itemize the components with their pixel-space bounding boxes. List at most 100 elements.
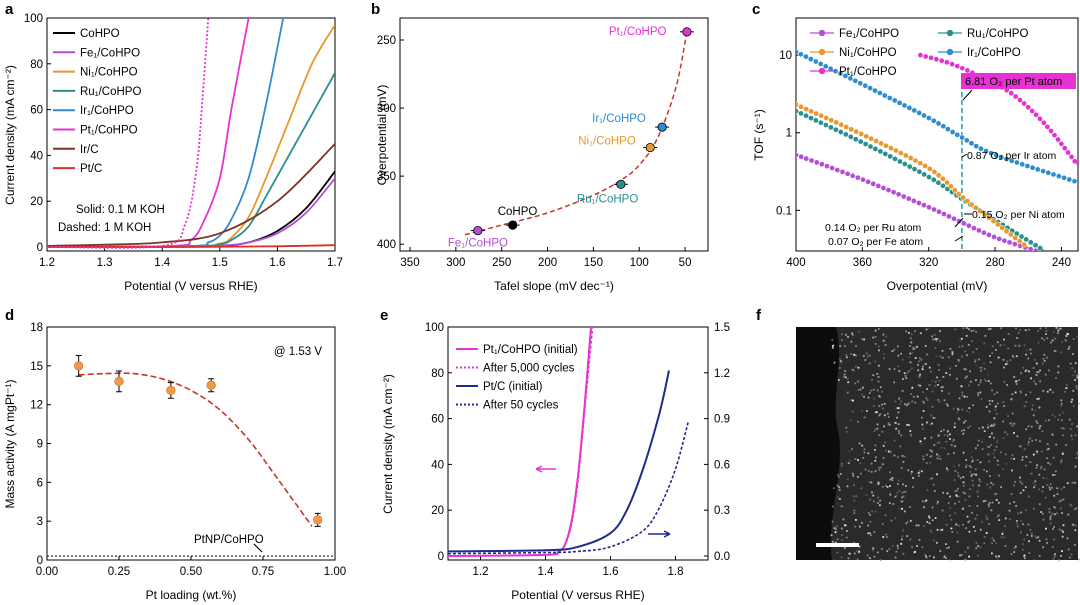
panel-f-speckle [971,456,973,459]
panel-f-speckle [859,388,862,391]
panel-f-speckle [961,394,964,397]
panel-f-speckle [903,455,906,458]
panel-e-ytick-label: 80 [431,368,444,380]
panel-f-speckle [1020,372,1022,375]
panel-f-speckle [936,528,939,531]
panel-f-speckle [949,367,951,370]
panel-f-speckle [841,333,843,335]
panel-f-speckle [929,461,932,464]
panel-f-speckle [1002,437,1005,440]
panel-c-marker [898,150,904,156]
panel-f-speckle [949,373,951,376]
panel-f-speckle [1013,547,1016,550]
panel-a-annotation-dashed: Dashed: 1 M KOH [58,222,151,234]
panel-f-speckle [1030,472,1033,475]
panel-f-speckle [869,498,872,501]
panel-f-speckle [966,515,969,518]
panel-f-speckle [1015,505,1017,507]
panel-f-speckle [882,339,885,342]
panel-f-speckle [1004,517,1007,520]
panel-f-speckle [943,447,946,450]
panel-c-marker [1058,140,1065,147]
panel-f-speckle [939,458,942,460]
panel-f-speckle [861,444,864,447]
panel-f-speckle [1022,543,1024,545]
panel-c-marker [824,163,830,169]
panel-c-marker [912,157,919,164]
panel-f-speckle [1020,511,1023,514]
panel-c-legend-marker [946,29,954,37]
panel-c-marker [948,183,954,190]
panel-f-speckle [970,475,973,477]
panel-f-speckle [995,445,998,448]
panel-c-marker [803,155,810,162]
panel-c-marker [892,156,898,162]
panel-f-speckle [918,357,921,360]
panel-f-speckle [882,445,885,447]
panel-f-speckle [847,462,850,464]
panel-c-marker [803,112,809,119]
panel-f-speckle [971,460,974,463]
panel-f-speckle [1034,480,1037,483]
panel-f-speckle [951,353,954,356]
panel-f-speckle [1060,402,1063,405]
panel-f-speckle [870,462,873,465]
panel-f-speckle [979,381,982,384]
panel-letter-a: a [5,1,14,18]
panel-f-speckle [884,344,887,346]
panel-f-speckle [894,422,897,424]
panel-f-speckle [902,529,904,532]
panel-f-speckle [921,546,924,549]
panel-b-point [682,27,692,37]
panel-c-marker [1003,156,1010,162]
panel-f-speckle [1020,391,1022,394]
panel-d-point [166,385,176,396]
panel-c-marker [796,48,799,55]
panel-f-speckle [905,522,908,525]
panel-b-ytick-label: 250 [377,35,396,47]
panel-a-xtick-label: 1.2 [39,257,55,269]
panel-f-speckle [985,532,988,534]
panel-f-speckle [845,333,847,336]
panel-c-marker [906,163,913,170]
panel-f-speckle [1036,422,1039,424]
panel-f-speckle [883,353,885,355]
panel-f-speckle [972,329,975,332]
panel-f-speckle [1058,414,1061,417]
panel-f-speckle [1038,427,1041,430]
panel-c-marker [1008,231,1014,238]
panel-f-speckle [909,519,912,522]
panel-f-speckle [1043,359,1046,362]
panel-c-marker [882,151,889,157]
panel-f-speckle [989,355,991,357]
panel-f-speckle [1023,555,1026,557]
panel-f-speckle [964,466,967,468]
panel-f-speckle [1046,390,1049,393]
panel-f-speckle [1010,398,1013,401]
panel-f-speckle [885,484,887,487]
panel-f-speckle [897,423,900,425]
panel-c-marker [808,157,815,164]
panel-f-speckle [903,510,906,513]
panel-f-speckle [994,408,997,411]
panel-f-speckle [1071,398,1074,401]
panel-f-speckle [1034,484,1037,487]
panel-f-speckle [952,407,955,410]
panel-f-speckle [957,475,960,477]
panel-f-speckle [1037,397,1040,400]
panel-c-marker [956,218,962,224]
panel-c-marker [930,117,937,124]
panel-f-speckle [993,493,996,496]
panel-f-speckle [883,403,886,405]
panel-f-speckle [978,484,980,487]
panel-f-speckle [877,481,880,484]
panel-f-speckle [925,555,927,557]
panel-f-speckle [1047,462,1050,464]
panel-f-speckle [888,548,891,550]
panel-f-speckle [983,430,986,432]
panel-f-speckle [840,464,843,467]
panel-f-speckle [979,461,982,464]
panel-f-speckle [975,547,978,550]
